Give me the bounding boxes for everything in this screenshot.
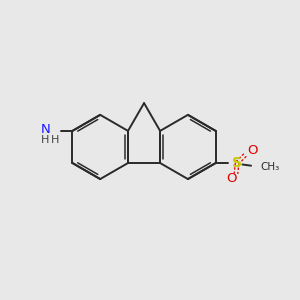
Text: H: H	[51, 135, 59, 145]
Text: O: O	[226, 172, 236, 185]
Text: O: O	[248, 144, 258, 157]
Text: N: N	[40, 123, 50, 136]
Text: CH₃: CH₃	[260, 162, 279, 172]
Text: S: S	[232, 156, 242, 170]
Text: H: H	[40, 135, 49, 145]
